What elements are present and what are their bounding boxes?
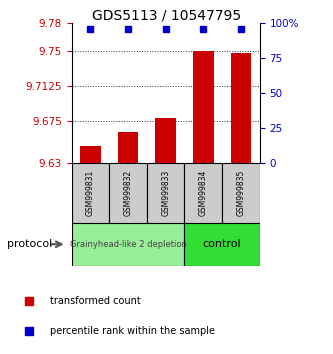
Bar bbox=[222, 163, 260, 223]
Text: GSM999835: GSM999835 bbox=[236, 170, 245, 216]
Bar bbox=[109, 163, 147, 223]
Text: control: control bbox=[203, 239, 241, 249]
Text: GSM999833: GSM999833 bbox=[161, 170, 170, 216]
Text: GDS5113 / 10547795: GDS5113 / 10547795 bbox=[92, 9, 241, 23]
Text: GSM999834: GSM999834 bbox=[199, 170, 208, 216]
Bar bbox=[155, 118, 176, 163]
Bar bbox=[118, 132, 139, 163]
Text: GSM999832: GSM999832 bbox=[124, 170, 133, 216]
Text: GSM999831: GSM999831 bbox=[86, 170, 95, 216]
Text: percentile rank within the sample: percentile rank within the sample bbox=[50, 326, 215, 336]
Bar bbox=[184, 163, 222, 223]
Bar bbox=[230, 53, 251, 163]
Text: protocol: protocol bbox=[7, 239, 52, 249]
Bar bbox=[147, 163, 184, 223]
Bar bbox=[184, 223, 260, 266]
Text: Grainyhead-like 2 depletion: Grainyhead-like 2 depletion bbox=[70, 240, 186, 249]
Bar bbox=[72, 223, 184, 266]
Bar bbox=[72, 163, 109, 223]
Text: transformed count: transformed count bbox=[50, 296, 141, 306]
Bar bbox=[193, 51, 214, 163]
Bar bbox=[80, 146, 101, 163]
